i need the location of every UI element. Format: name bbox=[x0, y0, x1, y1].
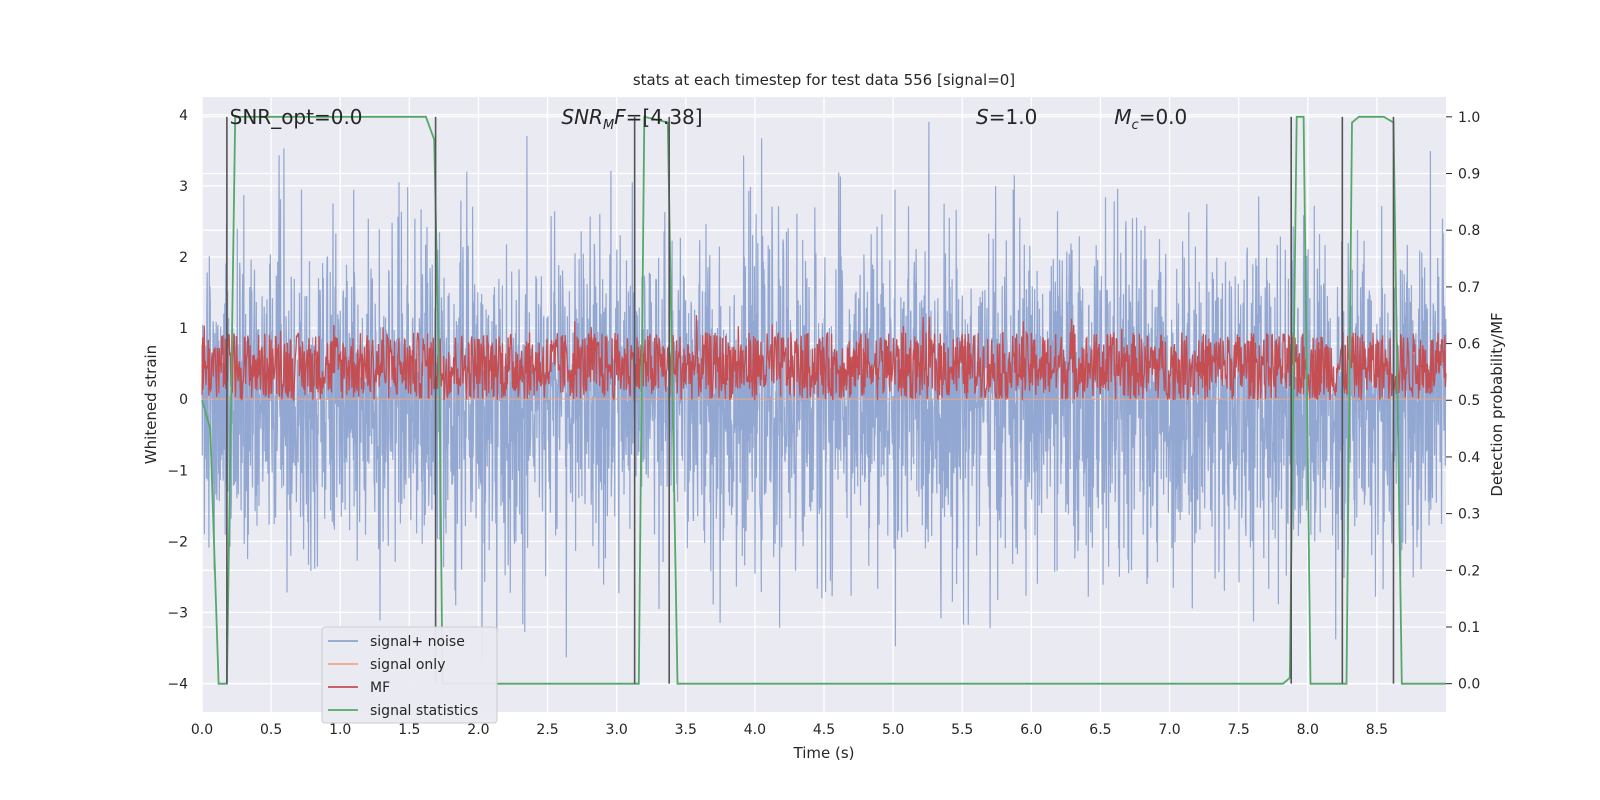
y-right-tick-label: 0.7 bbox=[1458, 280, 1480, 296]
legend-label: signal statistics bbox=[370, 703, 478, 719]
y-axis-right: 0.0 0.1 0.2 0.3 0.4 0.5 0.6 0.7 0.8 0.9 1.0 bbox=[1446, 110, 1480, 693]
vertical-lines bbox=[226, 116, 1395, 684]
x-tick-label: 8.0 bbox=[1297, 722, 1319, 738]
y-axis-left: −4 −3 −2 −1 0 1 2 3 4 bbox=[167, 108, 188, 693]
y-axis-right-label: Detection probability/MF bbox=[1488, 312, 1506, 496]
y-right-tick-label: 0.3 bbox=[1458, 507, 1480, 523]
y-tick-label: −2 bbox=[167, 534, 188, 550]
annotations: SNR_opt=0.0 SNRMF=[4.38] S=1.0 Mc=0.0 bbox=[230, 105, 1188, 133]
annotation: SNR_opt=0.0 bbox=[230, 105, 363, 129]
legend-box bbox=[321, 626, 498, 724]
series-signal-statistics bbox=[201, 115, 1446, 685]
annotation: S=1.0 bbox=[976, 105, 1037, 129]
y-tick-label: 1 bbox=[179, 321, 188, 337]
x-tick-label: 6.5 bbox=[1089, 722, 1111, 738]
legend-label: signal+ noise bbox=[370, 634, 465, 650]
x-tick-label: 6.0 bbox=[1020, 722, 1042, 738]
x-tick-label: 4.5 bbox=[813, 722, 835, 738]
y-right-tick-label: 0.1 bbox=[1458, 620, 1480, 636]
series-line-mf bbox=[201, 315, 1447, 402]
series-signal-noise bbox=[201, 121, 1447, 662]
y-right-tick-label: 0.5 bbox=[1458, 393, 1480, 409]
x-tick-label: 5.0 bbox=[882, 722, 904, 738]
x-tick-label: 8.5 bbox=[1366, 722, 1388, 738]
y-right-tick-label: 0.2 bbox=[1458, 563, 1480, 579]
legend: signal+ noise signal only MF signal statist… bbox=[321, 626, 498, 724]
y-right-tick-label: 1.0 bbox=[1458, 110, 1480, 126]
x-tick-label: 0.0 bbox=[191, 722, 213, 738]
y-right-tick-label: 0.9 bbox=[1458, 167, 1480, 183]
legend-label: MF bbox=[370, 680, 390, 696]
x-tick-label: 3.5 bbox=[675, 722, 697, 738]
legend-label: signal only bbox=[370, 657, 445, 673]
x-tick-label: 7.0 bbox=[1158, 722, 1180, 738]
y-right-tick-label: 0.8 bbox=[1458, 223, 1480, 239]
y-tick-label: 2 bbox=[179, 250, 188, 266]
x-tick-label: 7.5 bbox=[1228, 722, 1250, 738]
x-tick-label: 2.0 bbox=[467, 722, 489, 738]
x-tick-label: 5.5 bbox=[951, 722, 973, 738]
series-line-signal-noise bbox=[201, 121, 1447, 662]
x-tick-label: 1.0 bbox=[329, 722, 351, 738]
x-tick-label: 4.0 bbox=[744, 722, 766, 738]
x-tick-label: 3.0 bbox=[606, 722, 628, 738]
y-tick-label: 4 bbox=[179, 108, 188, 124]
y-axis-label: Whitened strain bbox=[142, 345, 160, 464]
y-tick-label: −3 bbox=[167, 605, 188, 621]
x-tick-label: 2.5 bbox=[536, 722, 558, 738]
annotation: SNRMF=[4.38] bbox=[561, 105, 702, 133]
y-right-tick-label: 0.4 bbox=[1458, 450, 1480, 466]
y-tick-label: −4 bbox=[167, 677, 188, 693]
y-tick-label: 3 bbox=[179, 179, 188, 195]
chart-title: stats at each timestep for test data 556… bbox=[633, 71, 1015, 89]
series-line-signal-statistics bbox=[201, 115, 1446, 685]
y-tick-label: −1 bbox=[167, 463, 188, 479]
y-right-tick-label: 0.0 bbox=[1458, 677, 1480, 693]
annotation: Mc=0.0 bbox=[1114, 105, 1187, 133]
x-axis-label: Time (s) bbox=[793, 744, 855, 762]
x-tick-label: 1.5 bbox=[398, 722, 420, 738]
y-right-tick-label: 0.6 bbox=[1458, 337, 1480, 353]
series-mf bbox=[201, 315, 1447, 402]
y-tick-label: 0 bbox=[179, 392, 188, 408]
x-tick-label: 0.5 bbox=[260, 722, 282, 738]
x-axis: 0.0 0.5 1.0 1.5 2.0 2.5 3.0 3.5 4.0 4.5 5.0 5.5 6.0 6… bbox=[191, 722, 1388, 738]
